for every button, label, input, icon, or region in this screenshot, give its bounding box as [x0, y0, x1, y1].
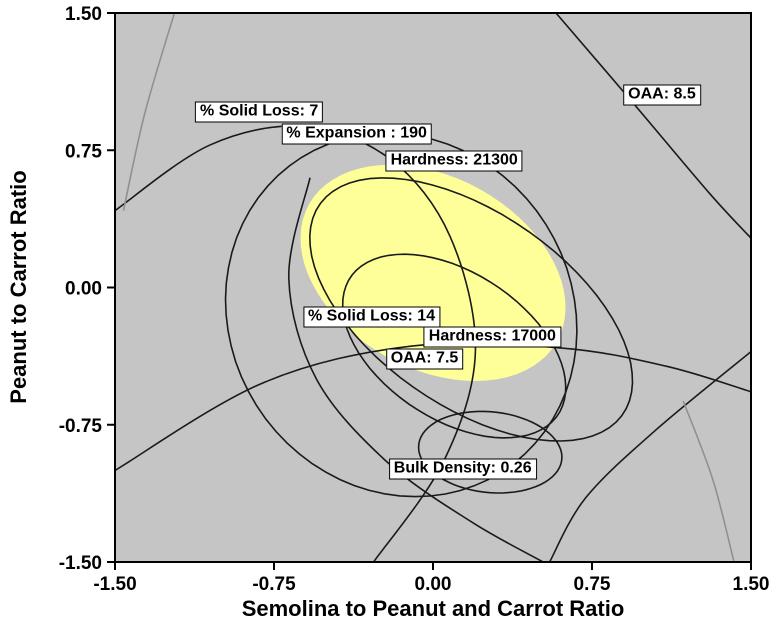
contour-unlabeled-gray-lower-right: [682, 400, 735, 562]
y-tick-label: -0.75: [59, 416, 103, 437]
contour-hardness-21300: [308, 177, 634, 442]
y-tick-label: 0.00: [65, 279, 102, 300]
y-tick-label: 1.50: [65, 4, 102, 25]
x-tick-label: 0.75: [574, 574, 611, 595]
x-axis-title: Semolina to Peanut and Carrot Ratio: [242, 596, 625, 621]
contour-solid-loss-14: [287, 177, 544, 562]
contour-unlabeled-lower-right: [548, 350, 751, 562]
contour-unlabeled-gray-upper-left: [122, 13, 176, 211]
y-axis-title: Peanut to Carrot Ratio: [6, 170, 31, 403]
contour-expansion-190: [224, 132, 578, 498]
y-tick-label: 0.75: [65, 141, 102, 162]
curves-layer: -1.50 -0.75 0.00 0.75 1.50 1.50 0.75 0.00 -0.75 -…: [59, 4, 770, 595]
contour-bulk-density-0-26: [417, 410, 563, 494]
y-tick-label: -1.50: [59, 553, 102, 574]
contour-oaa-8-5: [555, 13, 751, 239]
x-tick-label: 1.50: [733, 574, 770, 595]
x-tick-label: 0.00: [415, 574, 452, 595]
x-tick-label: -1.50: [93, 574, 136, 595]
x-tick-label: -0.75: [252, 574, 296, 595]
